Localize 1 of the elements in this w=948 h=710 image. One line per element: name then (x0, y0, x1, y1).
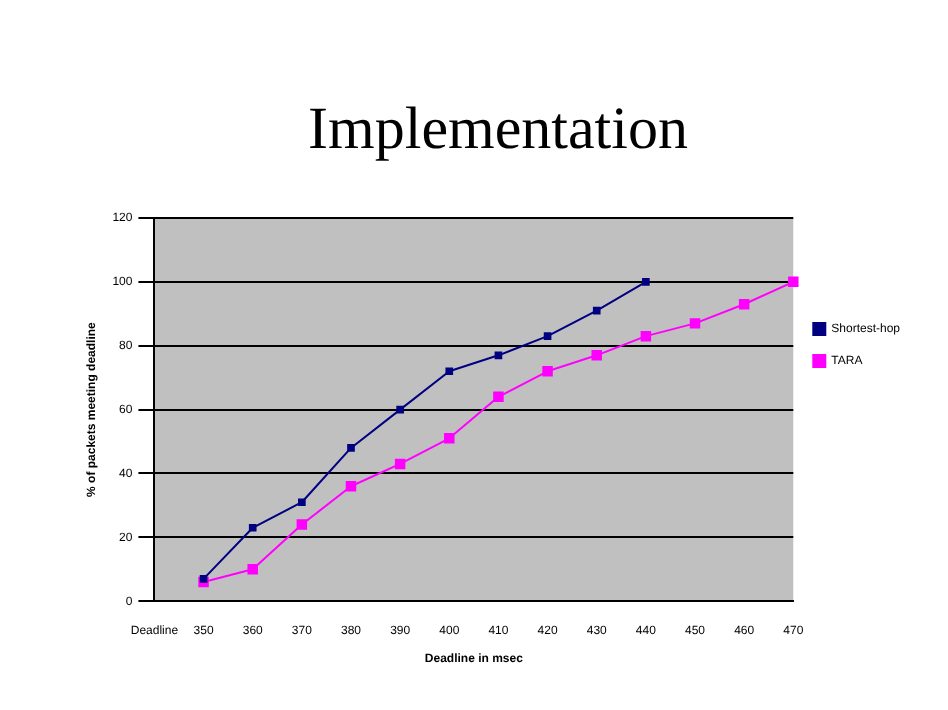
chart-title: Implementation (308, 95, 688, 162)
